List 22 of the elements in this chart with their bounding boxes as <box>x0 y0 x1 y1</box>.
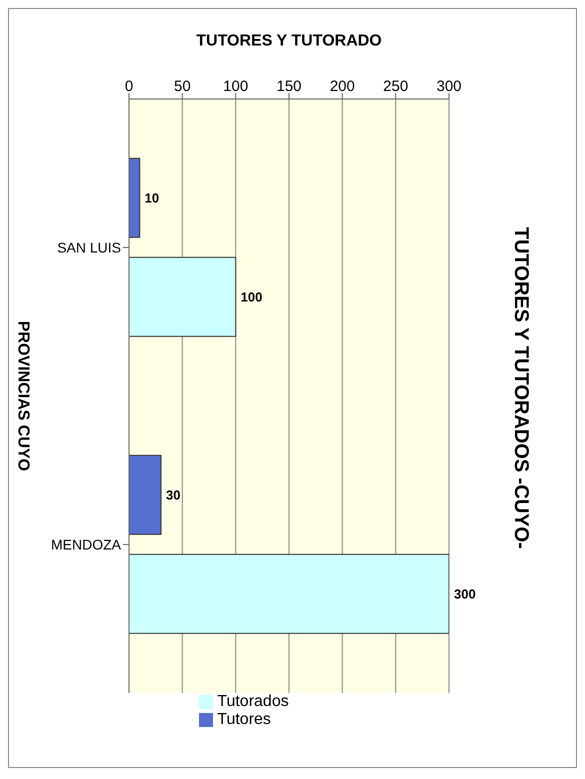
y-axis-title: PROVINCIAS CUYO <box>14 320 32 472</box>
y-tick-label: MENDOZA <box>51 536 122 552</box>
data-label: 10 <box>144 190 160 206</box>
x-tick-label: 0 <box>124 78 134 95</box>
x-tick-label: 200 <box>330 78 355 95</box>
data-label: 300 <box>454 586 476 602</box>
x-axis-title: TUTORES Y TUTORADO <box>196 32 382 50</box>
legend-label: Tutorados <box>217 693 289 710</box>
bar <box>129 158 140 238</box>
x-tick-label: 250 <box>383 78 408 95</box>
bar <box>129 554 449 634</box>
data-label: 30 <box>166 488 180 503</box>
x-tick-label: 300 <box>436 78 462 95</box>
data-label: 100 <box>240 290 262 305</box>
text: TUTORES Y TUTORADOS -CUYO- <box>509 227 532 549</box>
bar <box>129 454 162 535</box>
bar <box>129 256 236 337</box>
x-tick-label: 150 <box>276 78 302 95</box>
x-tick-label: 50 <box>174 78 191 95</box>
y-tick-label: SAN LUIS <box>57 239 121 256</box>
legend-label: Tutores <box>217 711 271 728</box>
x-tick-label: 100 <box>223 78 248 95</box>
